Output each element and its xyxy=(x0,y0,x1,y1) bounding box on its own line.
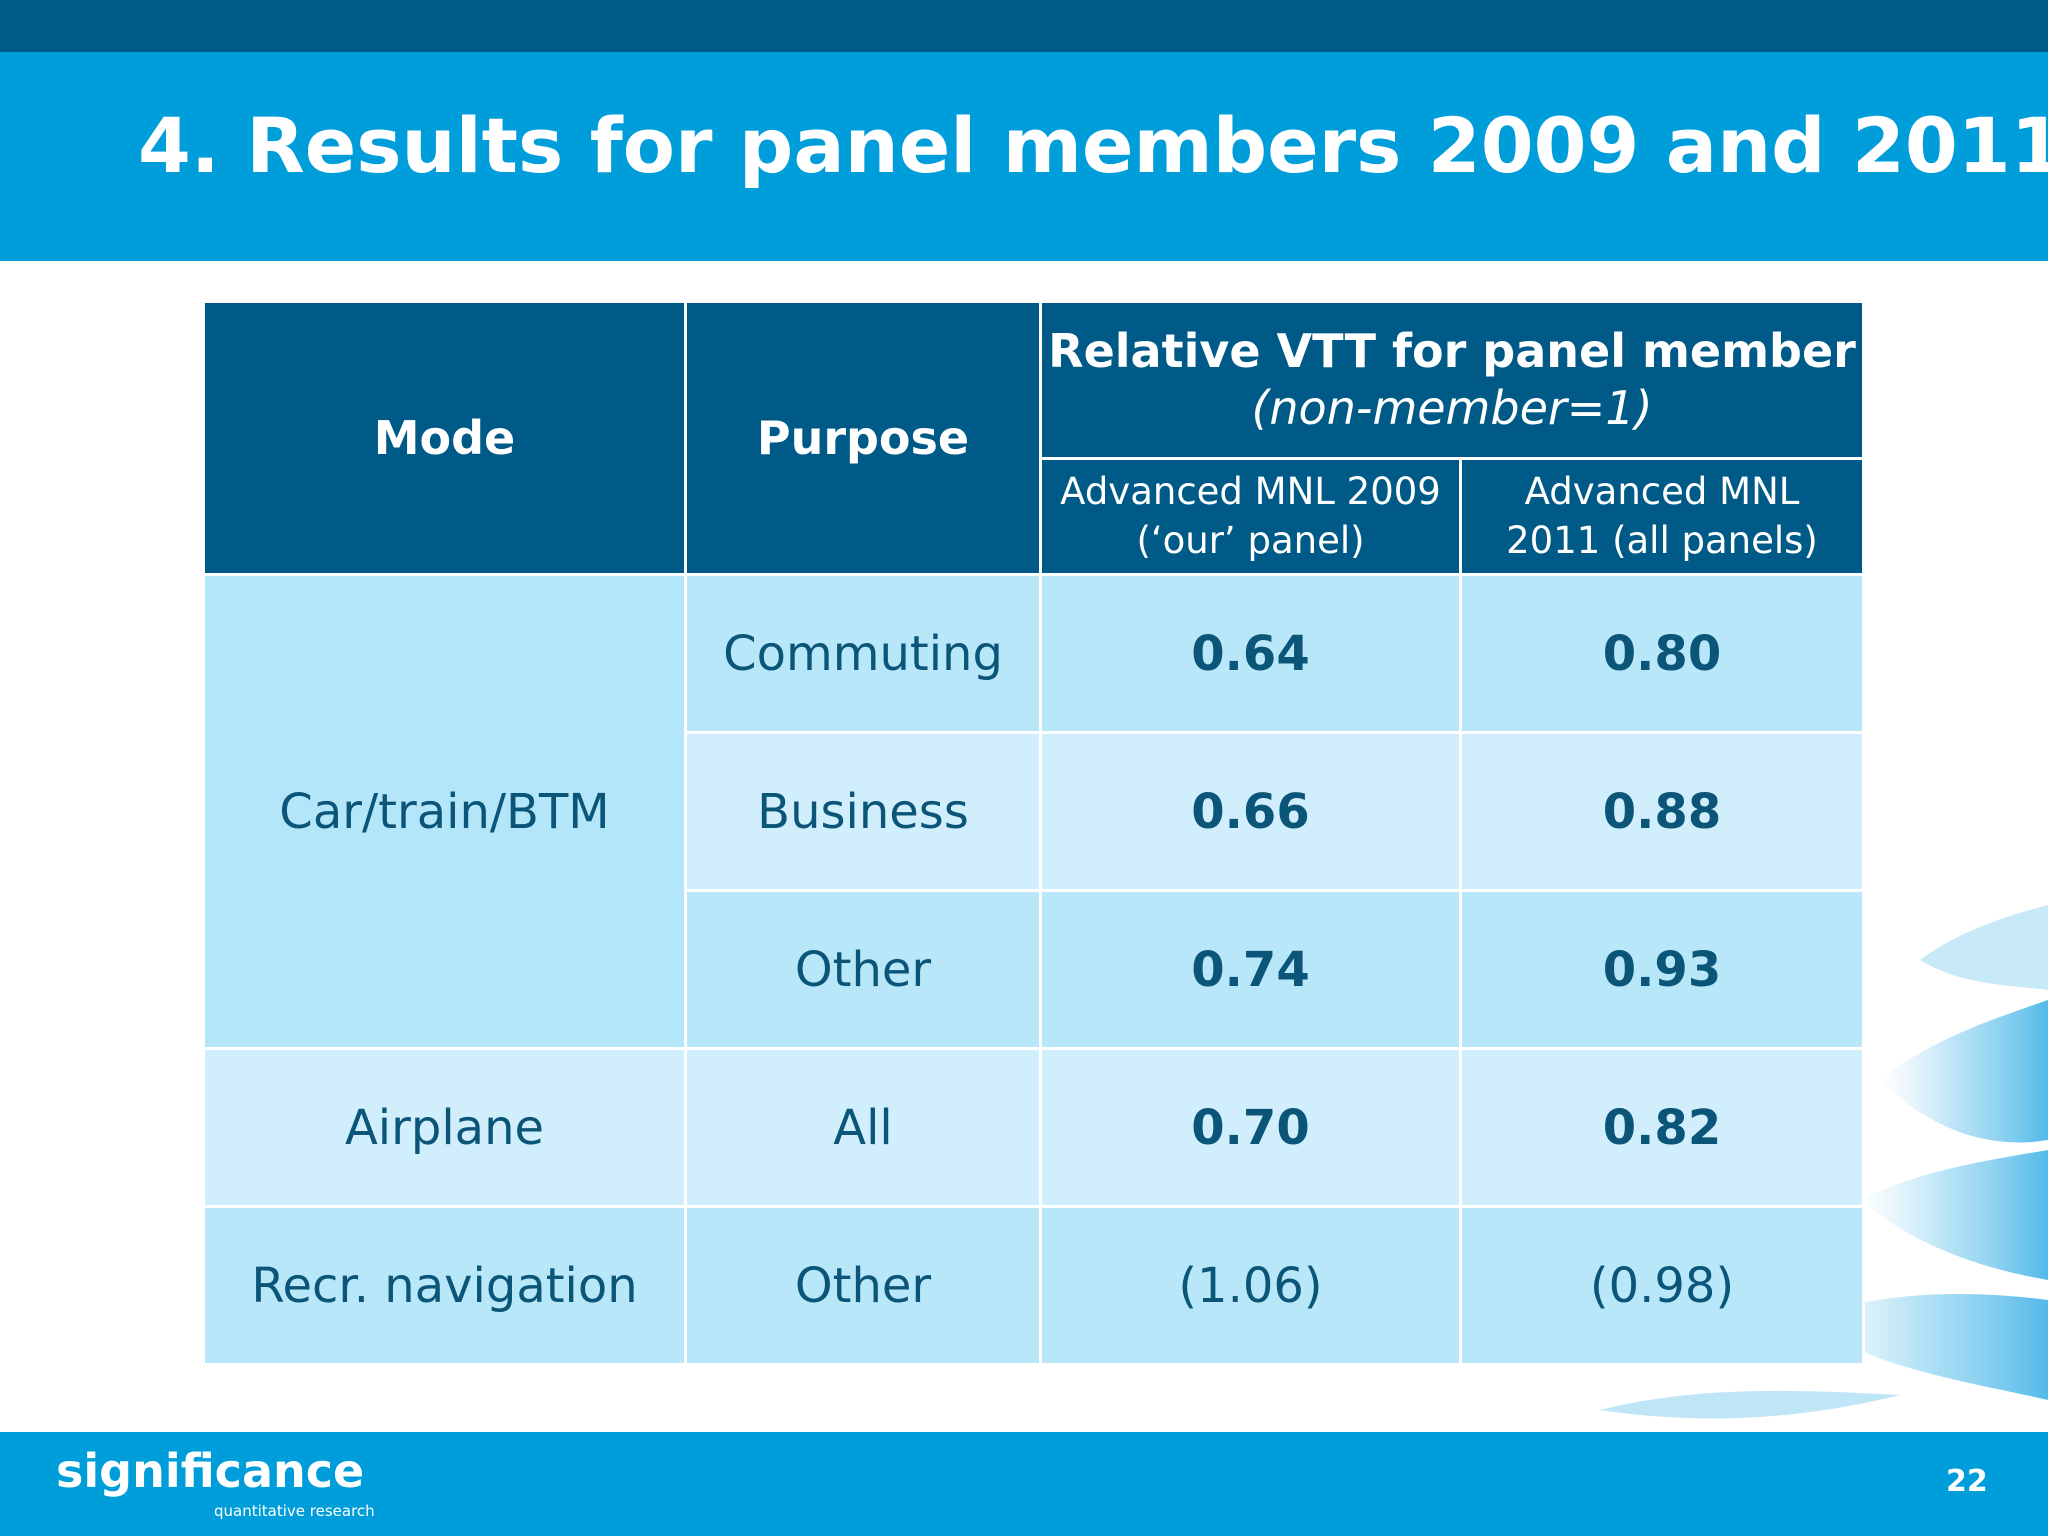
purpose-cell: All xyxy=(684,1047,1042,1208)
header-mnl-2009-line1: Advanced MNL 2009 xyxy=(1060,470,1441,514)
value-2011-cell: 0.82 xyxy=(1458,1047,1866,1208)
purpose-cell: Commuting xyxy=(684,573,1042,734)
slide-title: 4. Results for panel members 2009 and 20… xyxy=(138,101,2048,190)
results-table: Mode Purpose Relative VTT for panel memb… xyxy=(202,300,1866,1366)
mode-cell: Airplane xyxy=(202,1047,687,1208)
value-2011-cell: 0.93 xyxy=(1458,889,1866,1050)
purpose-cell: Business xyxy=(684,731,1042,892)
title-band xyxy=(0,52,2048,261)
purpose-cell: Other xyxy=(684,1205,1042,1366)
logo-tagline: quantitative research xyxy=(214,1502,375,1520)
value-2011-cell: 0.80 xyxy=(1458,573,1866,734)
header-relative-vtt-title: Relative VTT for panel member xyxy=(1048,323,1856,378)
header-mnl-2011-line1: Advanced MNL xyxy=(1524,470,1800,514)
header-mnl-2011: Advanced MNL 2011 (all panels) xyxy=(1458,457,1866,576)
value-2009-cell: (1.06) xyxy=(1039,1205,1462,1366)
table-row: Recr. navigation Other (1.06) (0.98) xyxy=(202,1205,1866,1366)
header-mnl-2011-line2: 2011 (all panels) xyxy=(1506,518,1818,562)
header-purpose: Purpose xyxy=(684,300,1042,576)
header-mnl-2009: Advanced MNL 2009 (‘our’ panel) xyxy=(1039,457,1462,576)
purpose-cell: Other xyxy=(684,889,1042,1050)
mode-cell: Car/train/BTM xyxy=(202,573,687,1050)
significance-logo: significance xyxy=(56,1444,365,1498)
table-row: Other 0.74 0.93 xyxy=(204,889,1866,1050)
top-band xyxy=(0,0,2048,52)
table-row: Business 0.66 0.88 xyxy=(204,731,1866,892)
page-number: 22 xyxy=(1946,1464,1988,1499)
value-2009-cell: 0.64 xyxy=(1039,573,1462,734)
value-2009-cell: 0.70 xyxy=(1039,1047,1462,1208)
mode-cell: Recr. navigation xyxy=(202,1205,687,1366)
header-mnl-2009-line2: (‘our’ panel) xyxy=(1136,518,1365,562)
header-relative-vtt-subtitle: (non-member=1) xyxy=(1251,381,1653,435)
table-row: Airplane All 0.70 0.82 xyxy=(202,1047,1866,1208)
table-row: Car/train/BTM Commuting 0.64 0.80 xyxy=(202,573,1866,1050)
footer-band xyxy=(0,1432,2048,1536)
value-2011-cell: (0.98) xyxy=(1458,1205,1866,1366)
header-relative-vtt: Relative VTT for panel member (non-membe… xyxy=(1038,300,1866,460)
value-2009-cell: 0.66 xyxy=(1039,731,1462,892)
value-2009-cell: 0.74 xyxy=(1039,889,1462,1050)
header-mode: Mode xyxy=(202,300,687,576)
value-2011-cell: 0.88 xyxy=(1458,731,1866,892)
